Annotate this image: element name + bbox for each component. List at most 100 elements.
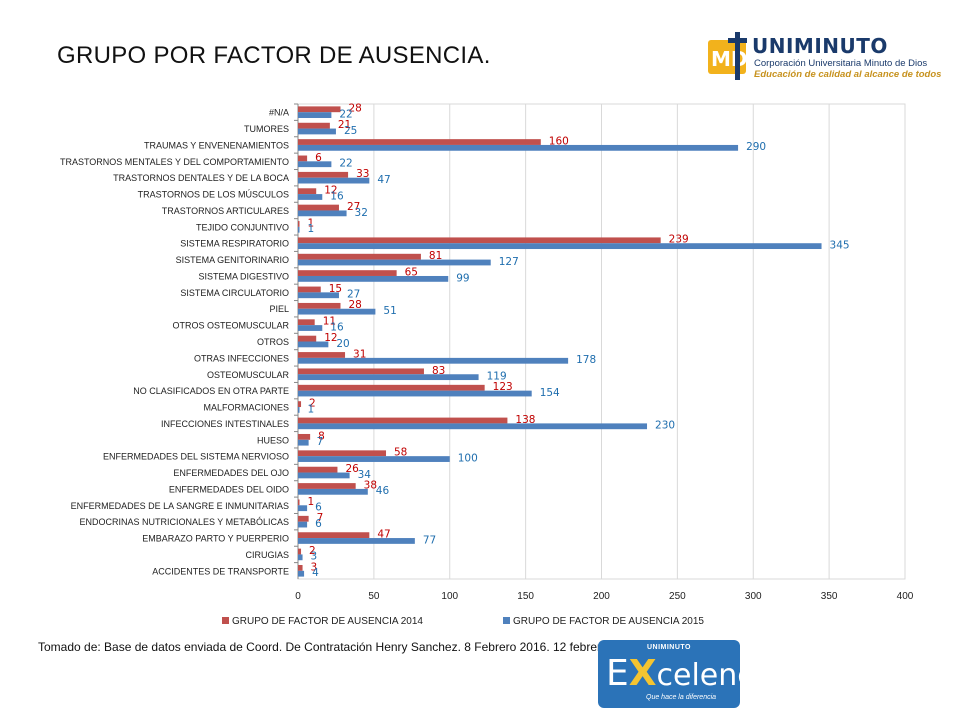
logo-tagline: Educación de calidad al alcance de todos [754,69,942,80]
bar-2015 [298,275,449,282]
bar-2014 [298,204,339,211]
bar-2014 [298,483,356,489]
bar-2015 [298,308,376,315]
category-label: TEJIDO CONJUNTIVO [196,222,289,232]
bar-2015 [298,325,323,331]
data-label-2015: 290 [746,141,766,153]
logo-brand: UNIMINUTO [752,34,888,58]
bar-2014 [298,433,311,440]
data-label-2014: 160 [549,135,569,147]
category-label: MALFORMACIONES [203,403,289,413]
data-label-2014: 2 [309,398,316,410]
bar-2014 [298,253,421,260]
data-label-2014: 2 [309,545,316,557]
category-label: NO CLASIFICADOS EN OTRA PARTE [133,386,289,396]
data-label-2014: 7 [317,512,324,524]
bar-2014 [298,171,349,178]
x-tick-label: 150 [517,591,534,602]
bar-2014 [298,548,302,555]
logo-mark-text: MD [711,47,748,71]
excelencia-x: X [628,653,657,694]
category-label: EMBARAZO PARTO Y PUERPERIO [142,534,289,544]
bar-2015 [298,472,350,479]
data-label-2015: 46 [376,485,390,497]
bar-2014 [298,286,321,293]
data-label-2015: 77 [423,534,436,546]
bar-2015 [298,259,491,266]
bar-2015 [298,357,569,364]
data-label-2014: 3 [311,561,318,573]
data-label-2015: 22 [339,158,352,170]
bar-2015 [298,144,739,151]
x-tick-label: 400 [897,591,914,602]
data-label-2015: 25 [344,125,357,137]
bar-2015 [298,390,532,397]
bar-2014 [298,139,541,145]
data-label-2014: 31 [353,348,366,360]
data-label-2015: 6 [315,518,322,530]
data-label-2015: 27 [347,289,360,301]
category-label: TRASTORNOS DENTALES Y DE LA BOCA [113,173,289,183]
md-emblem-icon: MD [708,32,748,80]
legend-swatch-2015 [503,617,510,624]
category-label: ENFERMEDADES DE LA SANGRE E INMUNITARIAS [71,501,289,511]
bar-2015 [298,505,308,512]
x-tick-label: 350 [821,591,838,602]
bar-2014 [298,450,387,457]
x-tick-label: 0 [295,591,301,602]
data-label-2014: 12 [324,332,337,344]
data-label-2015: 3 [311,551,318,563]
data-label-2015: 47 [377,174,390,186]
bar-2015 [298,341,329,348]
bar-2014 [298,188,317,195]
data-label-2014: 28 [348,299,361,311]
data-label-2014: 38 [364,479,377,491]
category-label: SISTEMA CIRCULATORIO [180,288,289,298]
data-label-2015: 230 [655,420,675,432]
bar-2015 [298,112,332,118]
data-label-2015: 22 [339,108,352,120]
bar-2014 [298,532,370,539]
data-label-2015: 34 [358,469,372,481]
bar-2015 [298,226,300,233]
data-label-2014: 12 [324,185,337,197]
data-label-2015: 7 [317,436,324,448]
legend-label-2014: GRUPO DE FACTOR DE AUSENCIA 2014 [232,616,423,627]
bar-2015 [298,292,339,299]
bar-2015 [298,161,332,168]
bar-2014 [298,499,300,506]
category-label: ENFERMEDADES DEL OIDO [169,484,289,494]
category-label: OSTEOMUSCULAR [207,370,290,380]
data-label-2015: 154 [540,387,560,399]
logo-subtitle: Corporación Universitaria Minuto de Dios [754,58,928,69]
page-title: GRUPO POR FACTOR DE AUSENCIA. [57,42,491,69]
x-tick-label: 250 [669,591,686,602]
data-label-2015: 4 [312,567,319,579]
data-label-2014: 26 [345,463,359,475]
data-label-2014: 21 [338,119,351,131]
x-tick-label: 50 [368,591,380,602]
data-label-2014: 6 [315,152,322,164]
bar-2015 [298,456,450,462]
category-label: HUESO [257,435,289,445]
data-label-2014: 81 [429,250,442,262]
bar-2014 [298,155,308,162]
bar-2014 [298,401,302,408]
x-tick-label: 300 [745,591,762,602]
data-label-2015: 20 [336,338,349,350]
data-label-2015: 345 [830,240,850,252]
data-label-2015: 127 [499,256,519,268]
data-label-2014: 1 [308,217,315,229]
category-label: TUMORES [244,124,289,134]
data-label-2014: 138 [515,414,535,426]
category-label: #N/A [269,108,289,118]
category-labels: #N/A TUMORES TRAUMAS Y ENVENENAMIENTOS TRAS… [60,103,298,576]
category-label: CIRUGIAS [245,550,289,560]
bar-2015 [298,210,347,217]
data-label-2014: 58 [394,447,407,459]
bar-2014 [298,352,346,358]
excelencia-logo: UNIMINUTO EXcelencia Que hace la diferen… [598,640,781,708]
category-label: ENFERMEDADES DEL SISTEMA NERVIOSO [103,452,289,462]
category-label: SISTEMA DIGESTIVO [198,271,289,281]
